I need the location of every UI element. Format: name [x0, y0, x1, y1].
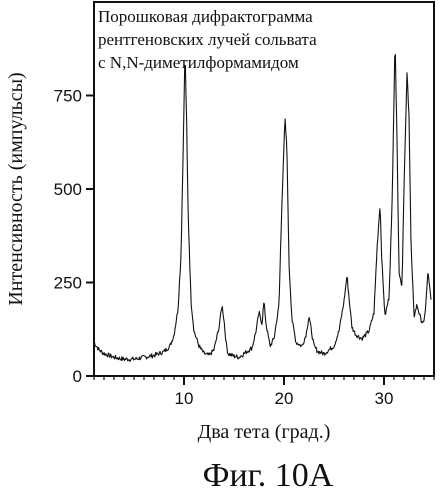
x-axis-ticks: 10 20 30 — [175, 376, 394, 408]
figure-caption: Фиг. 10A — [203, 457, 334, 494]
chart-title-line-2: рентгеновских лучей сольвата — [98, 30, 317, 49]
diffraction-trace — [94, 55, 431, 362]
y-tick-label: 750 — [54, 87, 82, 106]
x-tick-label: 20 — [275, 389, 294, 408]
y-axis-ticks: 0 250 500 750 — [54, 87, 94, 387]
y-axis-label: Интенсивность (импульсы) — [5, 72, 27, 305]
x-axis-label: Два тета (град.) — [198, 421, 331, 443]
chart-title-line-1: Порошковая дифрактограмма — [98, 7, 313, 26]
y-tick-label: 250 — [54, 274, 82, 293]
chart-title-line-3: с N,N-диметилформамидом — [98, 53, 299, 72]
x-tick-label: 10 — [175, 389, 194, 408]
y-tick-label: 0 — [73, 367, 82, 386]
x-tick-label: 30 — [375, 389, 394, 408]
y-tick-label: 500 — [54, 180, 82, 199]
